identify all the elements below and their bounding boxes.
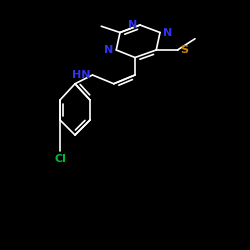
Text: N: N <box>104 45 113 55</box>
Text: S: S <box>180 45 188 55</box>
Text: N: N <box>163 28 172 38</box>
Text: HN: HN <box>72 70 90 80</box>
Text: N: N <box>128 20 137 30</box>
Text: Cl: Cl <box>54 154 66 164</box>
